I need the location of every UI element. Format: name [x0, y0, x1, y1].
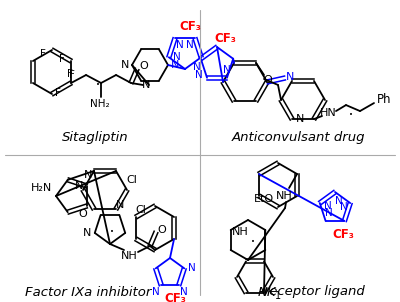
- Text: •: •: [349, 112, 353, 118]
- Text: CF₃: CF₃: [214, 33, 236, 46]
- Text: N: N: [335, 196, 343, 206]
- Text: 1: 1: [275, 291, 281, 301]
- Text: Anticonvulsant drug: Anticonvulsant drug: [231, 131, 365, 144]
- Text: N: N: [116, 200, 124, 210]
- Text: N: N: [286, 72, 294, 82]
- Text: CF₃: CF₃: [332, 227, 354, 240]
- Text: N: N: [195, 70, 203, 80]
- Text: •: •: [251, 239, 255, 245]
- Text: Cl: Cl: [136, 205, 146, 215]
- Text: Sitagliptin: Sitagliptin: [62, 131, 128, 144]
- Text: NH: NH: [276, 191, 292, 201]
- Text: N: N: [176, 40, 184, 50]
- Text: HN: HN: [320, 108, 336, 118]
- Text: N: N: [188, 263, 196, 273]
- Text: NK: NK: [258, 285, 276, 298]
- Text: N: N: [74, 181, 83, 191]
- Text: •: •: [110, 229, 114, 235]
- Text: N: N: [152, 287, 160, 297]
- Text: N: N: [186, 40, 194, 50]
- Text: N: N: [142, 80, 150, 90]
- Text: O: O: [140, 61, 148, 71]
- Text: N: N: [324, 201, 332, 211]
- Text: N: N: [82, 228, 91, 238]
- Text: F: F: [59, 54, 65, 64]
- Text: Factor IXa inhibitor: Factor IXa inhibitor: [25, 285, 151, 298]
- Text: •: •: [96, 82, 100, 88]
- Text: Cl: Cl: [126, 175, 138, 185]
- Text: N: N: [223, 65, 231, 75]
- Text: O: O: [158, 225, 166, 235]
- Text: N: N: [121, 60, 129, 70]
- Text: F: F: [67, 69, 73, 79]
- Text: NH₂: NH₂: [90, 99, 110, 109]
- Text: F: F: [55, 88, 61, 98]
- Text: N: N: [173, 52, 181, 62]
- Text: O: O: [78, 209, 87, 219]
- Text: NH: NH: [232, 227, 249, 237]
- Text: N: N: [180, 287, 188, 297]
- Text: N: N: [84, 170, 92, 180]
- Text: NH: NH: [121, 251, 137, 261]
- Text: O: O: [264, 75, 272, 85]
- Text: CF₃: CF₃: [179, 21, 201, 34]
- Text: F: F: [40, 49, 46, 59]
- Text: N: N: [296, 114, 304, 124]
- Text: CF₃: CF₃: [164, 291, 186, 302]
- Text: Ph: Ph: [377, 92, 391, 106]
- Text: F: F: [69, 70, 75, 80]
- Text: N: N: [171, 60, 179, 70]
- Text: H₂N: H₂N: [31, 183, 53, 193]
- Text: -receptor ligand: -receptor ligand: [259, 285, 365, 298]
- Text: N: N: [193, 62, 201, 72]
- Text: N: N: [340, 202, 348, 212]
- Text: N: N: [325, 208, 332, 218]
- Text: EtO: EtO: [254, 194, 274, 204]
